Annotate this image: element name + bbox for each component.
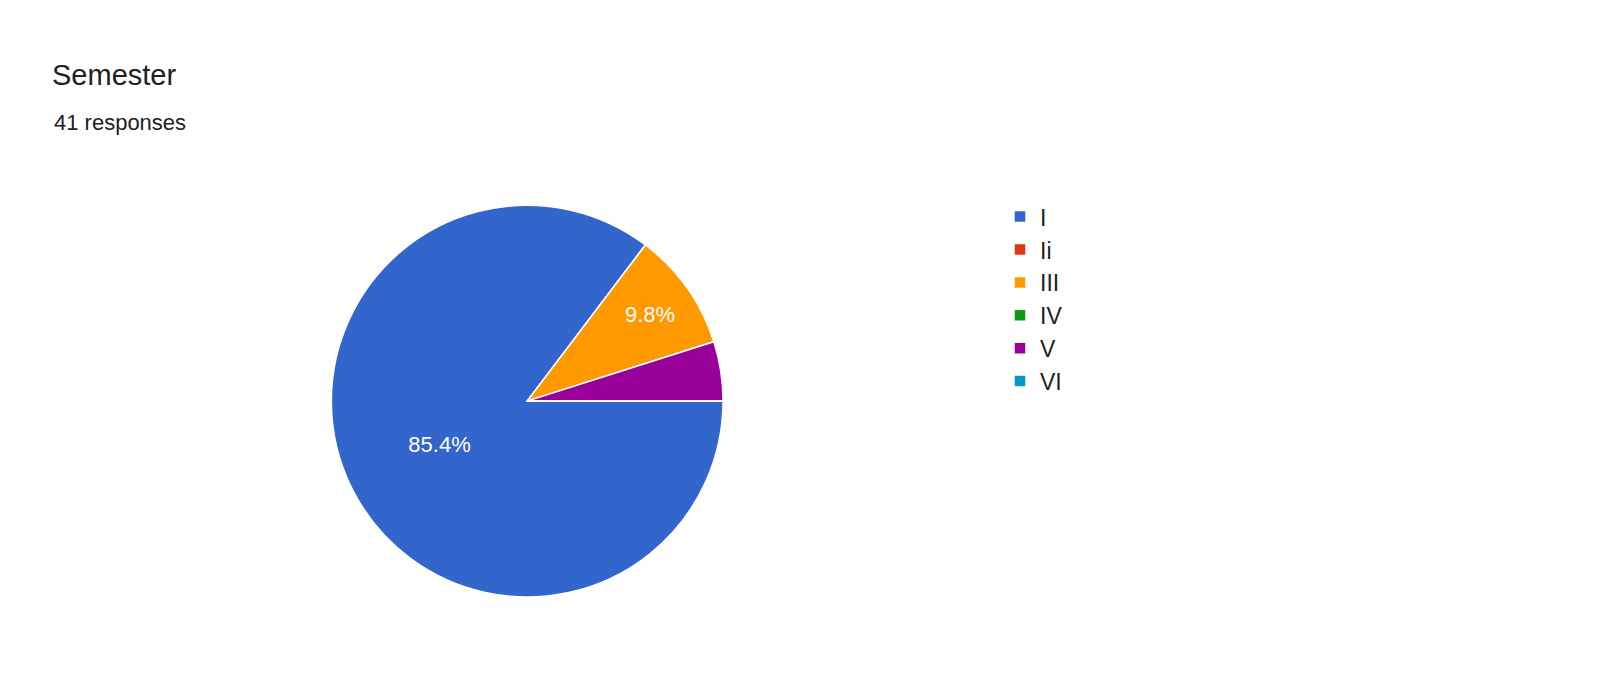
svg-text:III: III (1040, 270, 1059, 296)
svg-text:VI: VI (1040, 369, 1062, 395)
svg-text:9.8%: 9.8% (625, 302, 675, 327)
svg-text:V: V (1040, 336, 1056, 362)
svg-text:Ii: Ii (1040, 237, 1052, 263)
svg-text:41 responses: 41 responses (54, 110, 186, 135)
svg-text:IV: IV (1040, 303, 1062, 329)
svg-text:I: I (1040, 205, 1046, 231)
svg-text:85.4%: 85.4% (408, 432, 470, 457)
svg-text:Semester: Semester (52, 59, 176, 91)
